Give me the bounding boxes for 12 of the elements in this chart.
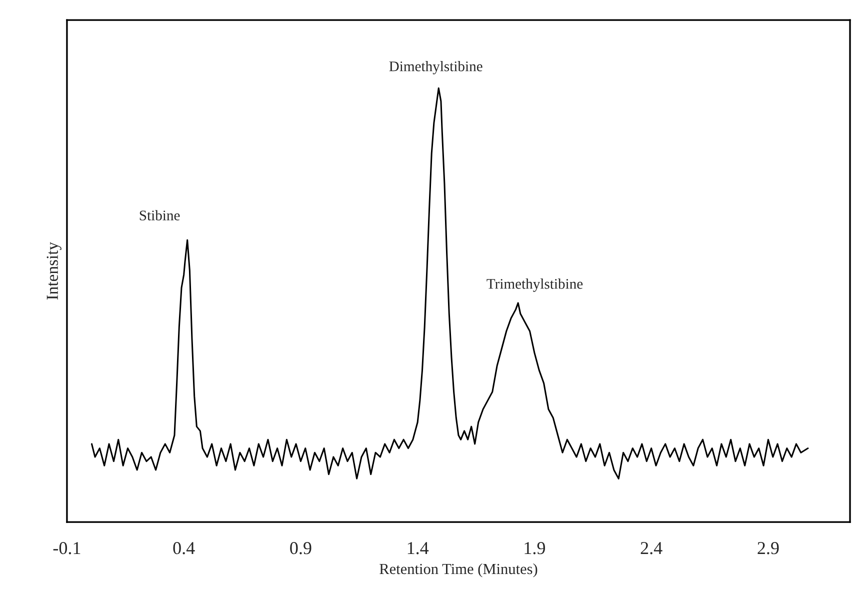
x-tick-label: 2.4 [640, 542, 662, 554]
x-tick-label: 1.4 [408, 542, 429, 554]
x-tick-label: 1.9 [524, 542, 545, 554]
x-tick-label: 0.4 [173, 542, 195, 554]
x-tick-label: 2.9 [758, 542, 779, 554]
y-axis-title: Intensity [46, 242, 62, 300]
x-tick-label: 0.9 [290, 542, 312, 554]
x-tick-label: -0.1 [53, 542, 80, 554]
annotation: Stibine [140, 210, 180, 220]
x-axis-title: Retention Time (Minutes) [380, 563, 538, 578]
annotation: Trimethylstibine [486, 278, 583, 292]
annotation: Dimethylstibine [389, 61, 482, 74]
